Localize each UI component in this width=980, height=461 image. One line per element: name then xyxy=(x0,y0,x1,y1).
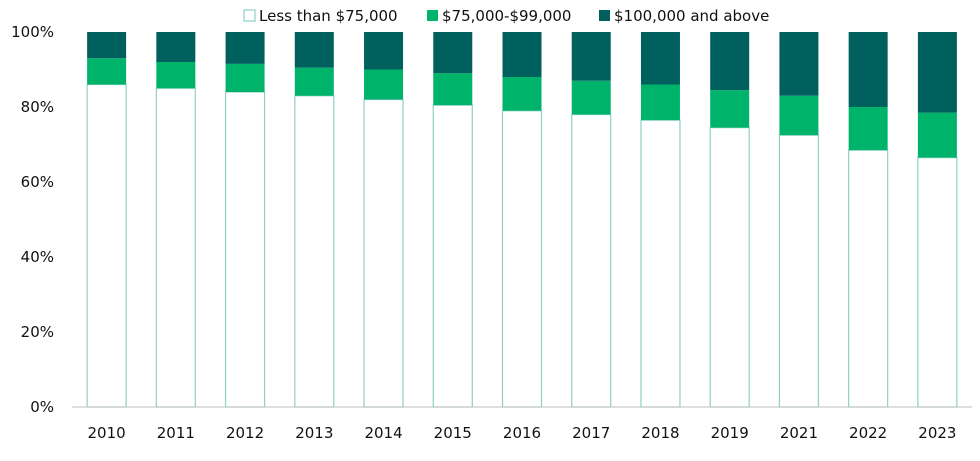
x-tick-label: 2013 xyxy=(295,424,333,442)
bar-segment-1 xyxy=(155,87,196,408)
plot-area xyxy=(86,32,958,408)
bar-segment-2 xyxy=(640,84,680,121)
x-tick-label: 2014 xyxy=(364,424,402,442)
bar-segment-2 xyxy=(571,80,611,115)
bar-segment-3 xyxy=(640,32,680,85)
legend-label-3: $100,000 and above xyxy=(614,7,769,25)
bar-segment-3 xyxy=(364,32,404,70)
bar-segment-3 xyxy=(848,32,888,107)
x-tick-label: 2023 xyxy=(918,424,956,442)
legend-label-2: $75,000-$99,000 xyxy=(442,7,571,25)
bar-segment-3 xyxy=(87,32,127,59)
bar-segment-2 xyxy=(433,73,473,106)
legend: Less than $75,000 $75,000-$99,000 $100,000… xyxy=(243,7,769,25)
x-tick-label: 2015 xyxy=(434,424,472,442)
bar-segment-3 xyxy=(917,32,957,113)
bar-segment-1 xyxy=(848,149,889,408)
x-tick-label: 2010 xyxy=(88,424,126,442)
bar-segment-3 xyxy=(779,32,819,96)
y-tick-label: 100% xyxy=(11,23,54,41)
legend-swatch-2 xyxy=(427,10,438,21)
legend-swatch-3 xyxy=(599,10,610,21)
bar-segment-2 xyxy=(710,90,750,128)
y-tick-label: 20% xyxy=(21,323,54,341)
bar-segment-1 xyxy=(363,98,404,408)
bar-segment-1 xyxy=(640,119,681,408)
bar-segment-3 xyxy=(294,32,334,68)
bar-segment-3 xyxy=(710,32,750,91)
bar-segment-1 xyxy=(432,104,473,408)
y-tick-label: 60% xyxy=(21,173,54,191)
x-tick-label: 2022 xyxy=(849,424,887,442)
y-tick-label: 0% xyxy=(30,398,54,416)
y-tick-label: 40% xyxy=(21,248,54,266)
x-tick-label: 2021 xyxy=(780,424,818,442)
bar-segment-3 xyxy=(156,32,196,62)
bar-segment-1 xyxy=(294,95,335,408)
bar-segment-1 xyxy=(709,127,750,408)
x-tick-label: 2012 xyxy=(226,424,264,442)
bar-segment-1 xyxy=(778,134,820,408)
bar-segment-3 xyxy=(225,32,265,64)
bar-segment-2 xyxy=(848,107,888,151)
bar-segment-2 xyxy=(87,58,127,85)
x-tick-label: 2018 xyxy=(641,424,679,442)
legend-swatch-1 xyxy=(243,9,256,22)
bar-segment-2 xyxy=(225,63,265,92)
bar-segment-2 xyxy=(294,67,334,96)
bar-segment-1 xyxy=(224,91,266,408)
x-tick-label: 2019 xyxy=(711,424,749,442)
x-tick-label: 2016 xyxy=(503,424,541,442)
bar-segment-1 xyxy=(501,110,543,408)
y-tick-label: 80% xyxy=(21,98,54,116)
bar-segment-3 xyxy=(433,32,473,74)
legend-label-1: Less than $75,000 xyxy=(259,7,398,25)
bar-segment-2 xyxy=(917,112,957,158)
x-tick-label: 2017 xyxy=(572,424,610,442)
bar-segment-2 xyxy=(156,62,196,89)
bar-segment-2 xyxy=(779,95,819,136)
bar-segment-3 xyxy=(502,32,542,77)
x-axis: 2010 2011 2012 2013 2014 2015 2016 2017 2018 2019… xyxy=(72,406,972,442)
bar-segment-1 xyxy=(571,113,612,408)
x-tick-label: 2011 xyxy=(157,424,195,442)
y-axis: 0% 20% 40% 60% 80% 100% xyxy=(11,23,54,416)
bar-segment-2 xyxy=(502,77,542,111)
bar-segment-2 xyxy=(364,69,404,100)
bar-segment-1 xyxy=(86,83,127,408)
bar-segment-3 xyxy=(571,32,611,81)
bar-segment-1 xyxy=(917,157,958,408)
